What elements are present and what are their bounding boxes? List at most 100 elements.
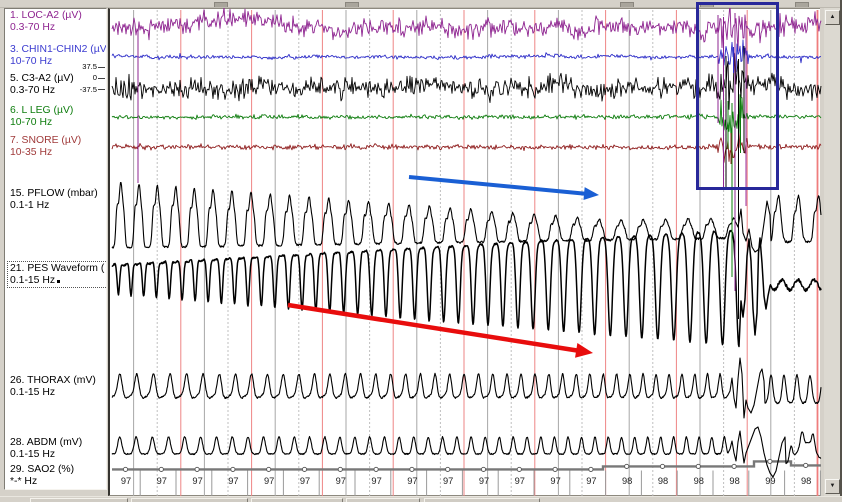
vertical-scrollbar[interactable]: ▲ ▼: [824, 8, 841, 496]
sao2-value: 97: [228, 476, 238, 486]
taskbar-button-clipped[interactable]: [346, 498, 420, 502]
channel-label-pflow[interactable]: 15. PFLOW (mbar) 0.1-1 Hz: [8, 187, 106, 212]
channel-label-abdm[interactable]: 28. ABDM (mV) 0.1-15 Hz: [8, 436, 106, 461]
sao2-value: 97: [407, 476, 417, 486]
sao2-value: 97: [157, 476, 167, 486]
channel-name: 15. PFLOW (mbar): [10, 188, 98, 199]
trace-loc: [111, 8, 822, 52]
sao2-value: 98: [694, 476, 704, 486]
channel-name: 7. SNORE (µV): [10, 135, 82, 146]
sao2-sample-marker: [731, 463, 737, 469]
trace-c3: [111, 50, 822, 110]
sao2-value: 98: [801, 476, 811, 486]
taskbar-button-clipped[interactable]: [30, 498, 128, 502]
channel-label-lleg[interactable]: 6. L LEG (µV) 10-70 Hz: [8, 104, 106, 129]
channel-name: 6. L LEG (µV): [10, 105, 74, 116]
sao2-value: 97: [336, 476, 346, 486]
sao2-value: 97: [264, 476, 274, 486]
channel-name: 3. CHIN1-CHIN2 (µV: [10, 44, 107, 55]
toolbar-button-edge: [620, 2, 634, 7]
waveform-plot: 97 97 97 97 97 97 97 97 97 97 97 97 97 97 98 98 98 98 99 98: [111, 8, 822, 496]
sao2-trend-line: [112, 460, 821, 471]
toolbar-button-edge: [214, 2, 228, 7]
sao2-value: 97: [371, 476, 381, 486]
scale-bottom-value: -37.5: [79, 84, 97, 94]
trace-pes: [111, 229, 822, 348]
trace-thorax: [111, 357, 822, 419]
scroll-up-button[interactable]: ▲: [825, 10, 840, 25]
channel-filter: 0.1-1 Hz: [10, 199, 50, 211]
sao2-sample-marker: [230, 466, 236, 472]
toolbar-button-edge: [345, 2, 359, 7]
sao2-sample-marker: [767, 458, 773, 464]
sao2-sample-marker: [266, 466, 272, 472]
sao2-value: 98: [729, 476, 739, 486]
scale-tick: [98, 89, 105, 91]
trace-lleg: [111, 94, 822, 137]
channel-label-snore[interactable]: 7. SNORE (µV) 10-35 Hz: [8, 134, 106, 159]
channel-filter: 10-70 Hz: [10, 116, 53, 128]
sao2-sample-marker: [695, 463, 701, 469]
channel-filter: 10-35 Hz: [10, 146, 53, 158]
sao2-value: 97: [515, 476, 525, 486]
sao2-sample-marker: [409, 466, 415, 472]
sao2-value: 98: [658, 476, 668, 486]
toolbar-button-edge: [795, 2, 809, 7]
window-right-edge: [840, 0, 842, 502]
sao2-sample-marker: [122, 466, 129, 472]
effort-increase-arrow: [287, 302, 581, 354]
sao2-sample-marker: [624, 463, 630, 469]
scroll-down-button[interactable]: ▼: [825, 479, 840, 494]
taskbar-button-clipped[interactable]: [131, 498, 248, 502]
flow-decline-arrow-head: [583, 187, 599, 201]
taskbar-button-clipped[interactable]: [424, 498, 540, 502]
sao2-sample-marker: [445, 466, 451, 472]
sao2-sample-marker: [373, 466, 379, 472]
sao2-value: 97: [443, 476, 453, 486]
effort-increase-arrow-head: [575, 342, 593, 358]
scale-tick: [98, 77, 105, 79]
sao2-sample-marker: [659, 463, 666, 469]
trace-pflow: [111, 181, 822, 253]
channel-filter: 0.1-15 Hz: [10, 448, 56, 460]
sao2-value: 98: [622, 476, 632, 486]
channel-label-pes[interactable]: 21. PES Waveform (0.1-15 Hz: [7, 260, 106, 289]
trace-snore: [111, 133, 822, 163]
channel-label-panel: 37.5 0 -37.5 1. LOC-A2 (µV) 0.3-70 Hz 3. C…: [4, 8, 107, 490]
scale-tick: [98, 66, 105, 68]
sao2-value: 97: [550, 476, 560, 486]
channel-filter: 0.3-70 Hz: [10, 84, 56, 96]
sao2-sample-marker: [803, 462, 809, 468]
channel-label-chin[interactable]: 3. CHIN1-CHIN2 (µV 10-70 Hz: [8, 43, 107, 68]
channel-label-c3[interactable]: 5. C3-A2 (µV) 0.3-70 Hz: [8, 72, 106, 97]
sao2-value: 99: [765, 476, 775, 486]
sao2-sample-marker: [337, 466, 343, 472]
sao2-sample-marker: [301, 466, 308, 472]
sao2-value: 97: [586, 476, 596, 486]
sao2-value: 97: [192, 476, 202, 486]
channel-label-thorax[interactable]: 26. THORAX (mV) 0.1-15 Hz: [8, 374, 106, 399]
channel-name: 28. ABDM (mV): [10, 437, 83, 448]
waveform-chart-area[interactable]: 97 97 97 97 97 97 97 97 97 97 97 97 97 97 98 98 98 98 99 98: [108, 8, 822, 496]
sao2-sample-marker: [552, 466, 558, 472]
taskbar-button-clipped[interactable]: [251, 498, 343, 502]
channel-filter: 0.1-15 Hz: [10, 275, 105, 287]
sao2-sample-marker: [194, 466, 200, 472]
trace-chin: [111, 39, 822, 73]
sao2-sample-marker: [158, 466, 164, 472]
channel-name: 1. LOC-A2 (µV): [10, 10, 82, 21]
channel-label-loc[interactable]: 1. LOC-A2 (µV) 0.3-70 Hz: [8, 9, 106, 34]
channel-filter: 0.1-15 Hz: [10, 386, 56, 398]
channel-filter: *-* Hz: [10, 475, 38, 487]
event-highlight-box: [696, 2, 779, 190]
trace-abdm: [111, 426, 822, 478]
channel-name: 29. SAO2 (%): [10, 464, 75, 475]
sao2-value: 97: [479, 476, 489, 486]
scrollbar-track[interactable]: [824, 26, 841, 478]
channel-label-sao2[interactable]: 29. SAO2 (%) *-* Hz: [8, 463, 106, 488]
channel-name: 26. THORAX (mV): [10, 375, 96, 386]
sao2-sample-marker: [588, 466, 594, 472]
taskbar-clipped: [0, 496, 842, 502]
sao2-sample-marker: [480, 466, 487, 472]
sao2-strip: 97 97 97 97 97 97 97 97 97 97 97 97 97 97 98 98 98 98 99 98: [112, 458, 821, 496]
